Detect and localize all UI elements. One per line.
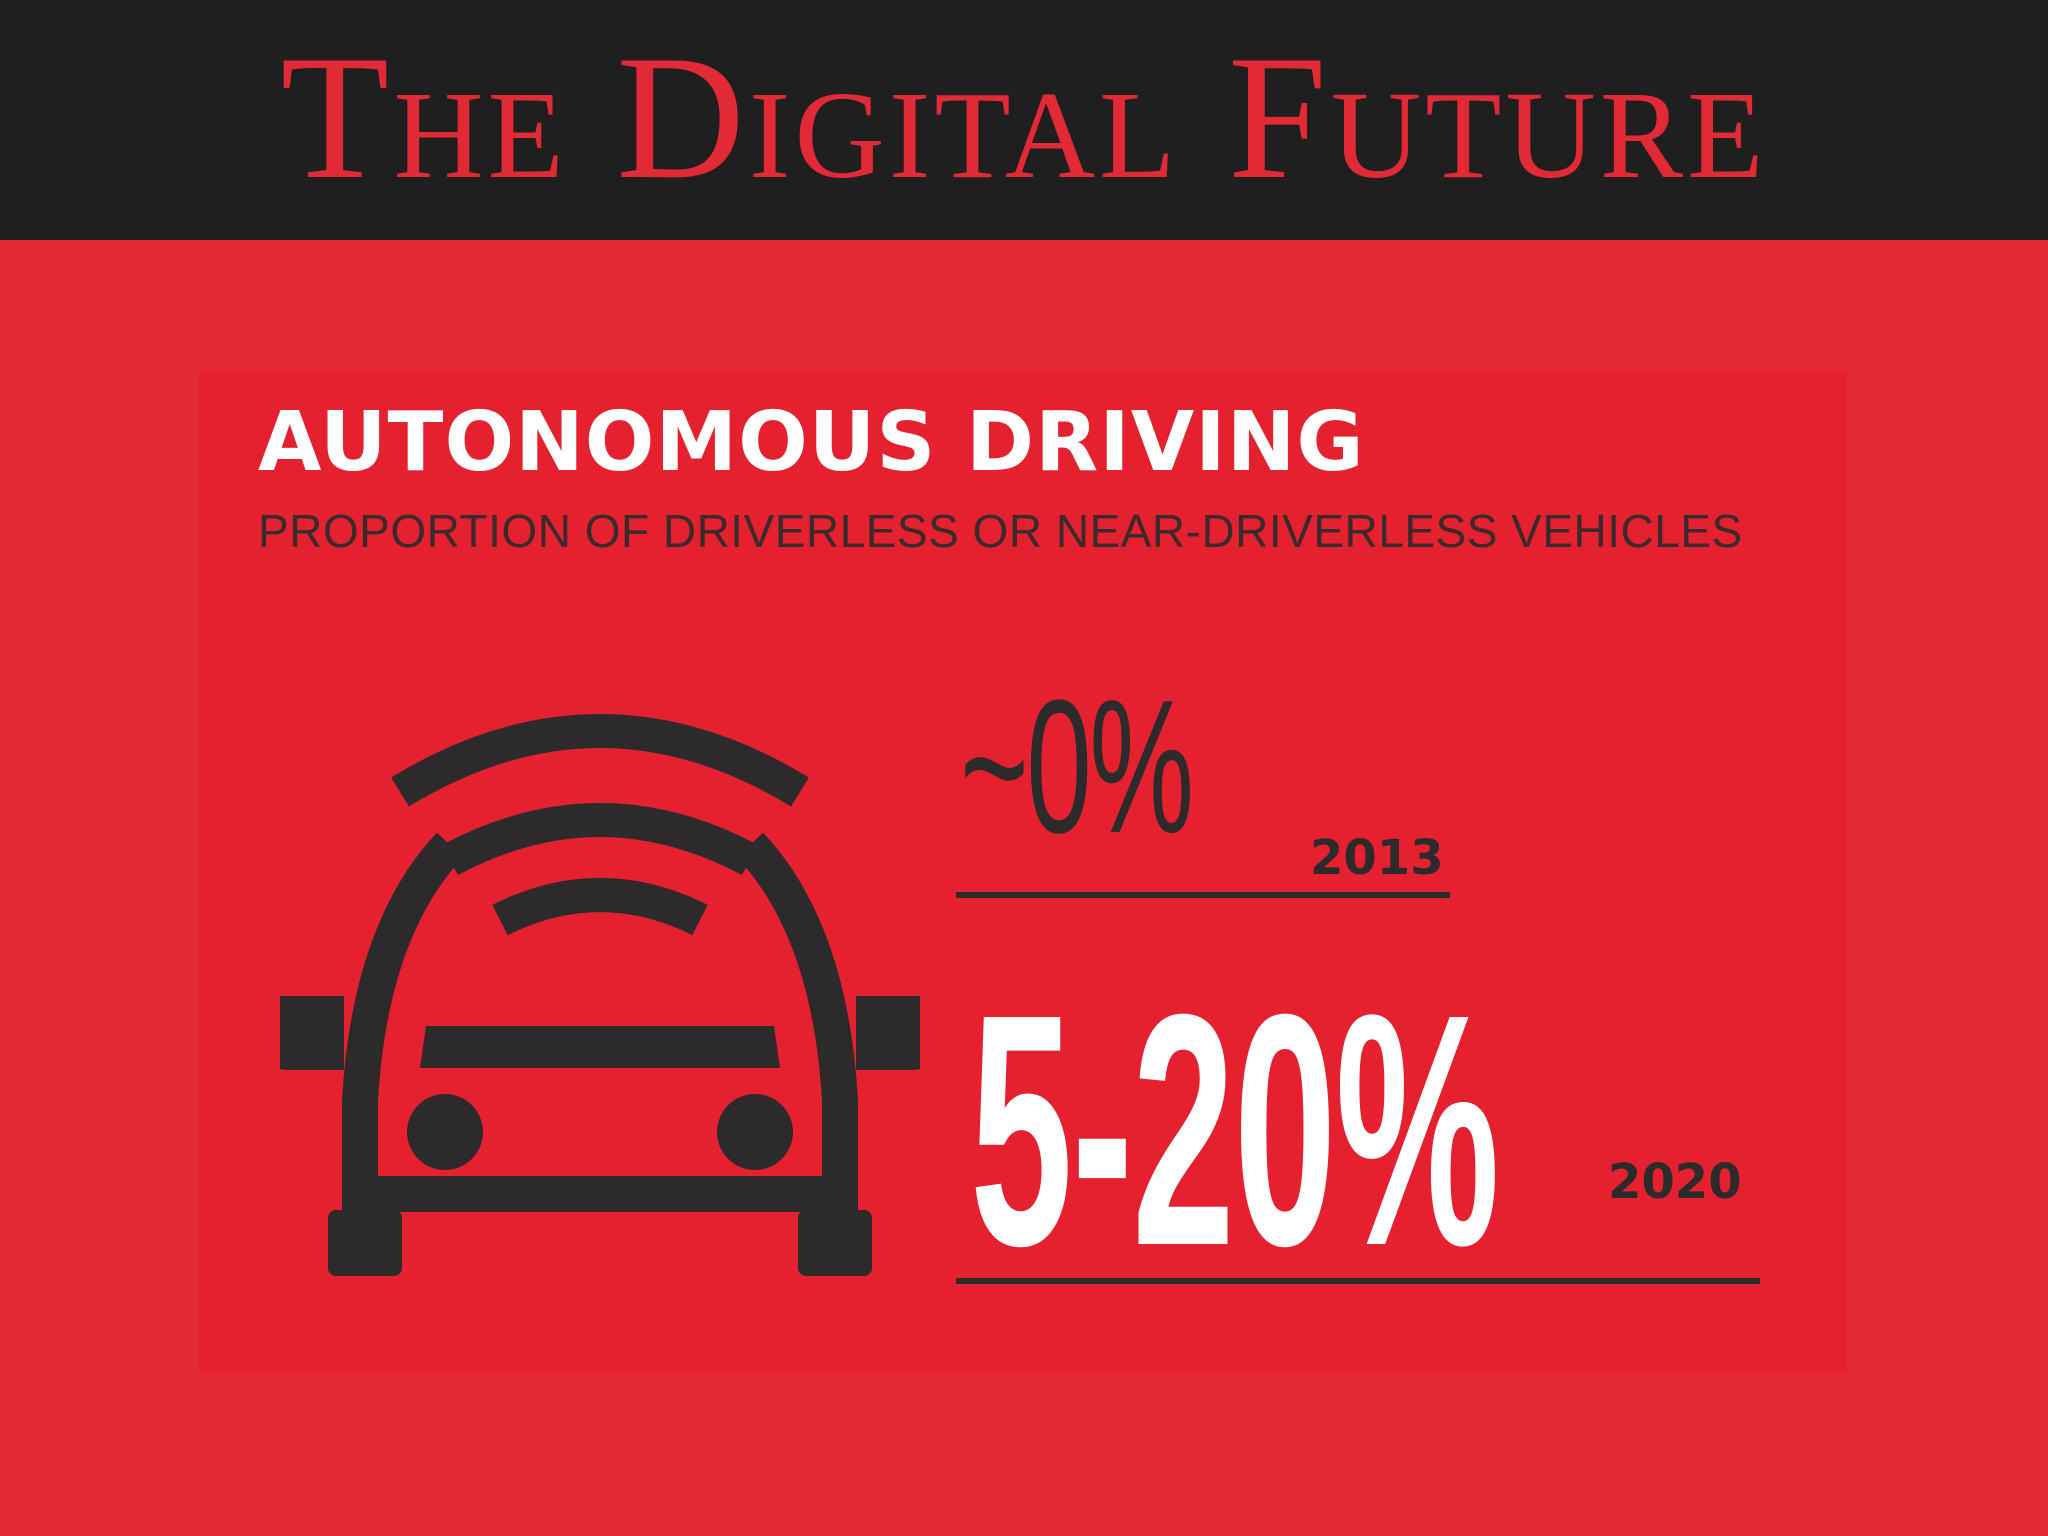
- stat-2020-divider: [956, 1278, 1760, 1284]
- header-bar: [0, 0, 2048, 240]
- page-title: The Digital Future: [280, 18, 1768, 216]
- autonomous-car-icon: [280, 714, 920, 1276]
- infographic-subtitle: PROPORTION OF DRIVERLESS OR NEAR-DRIVERL…: [258, 505, 1743, 557]
- stat-2013-value: ~0%: [960, 661, 1194, 873]
- stat-2013-divider: [956, 892, 1450, 898]
- infographic-title: AUTONOMOUS DRIVING: [258, 395, 1365, 490]
- stat-2020-value: 5-20%: [970, 945, 1500, 1314]
- stat-2020-year: 2020: [1608, 1154, 1742, 1210]
- stat-2013-year: 2013: [1310, 830, 1444, 886]
